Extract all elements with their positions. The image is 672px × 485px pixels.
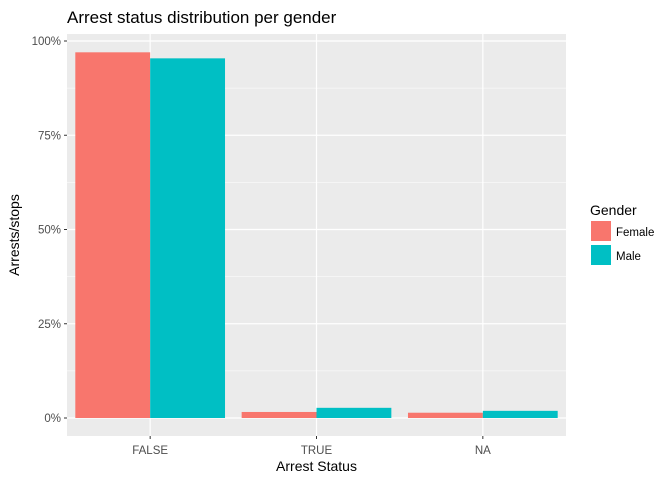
y-tick-label: 0% <box>44 413 61 425</box>
bar-male-true <box>316 407 392 418</box>
chart-title: Arrest status distribution per gender <box>67 8 337 27</box>
y-tick-label: 25% <box>38 319 61 331</box>
x-axis: FALSE TRUE NA <box>132 436 491 457</box>
bar-female-na <box>407 412 483 418</box>
legend-label-female: Female <box>616 227 654 239</box>
y-axis-title: Arrests/stops <box>6 194 22 276</box>
legend-label-male: Male <box>616 251 641 263</box>
y-tick-label: 50% <box>38 225 61 237</box>
bar-male-na <box>482 410 558 418</box>
legend-title: Gender <box>590 202 637 218</box>
legend: Gender Female Male <box>590 202 654 265</box>
legend-key-female <box>591 221 611 241</box>
legend-key-male <box>591 245 611 265</box>
x-tick-label: NA <box>475 445 491 457</box>
y-axis: 0% 25% 50% 75% 100% <box>32 36 67 425</box>
y-tick-label: 100% <box>32 36 61 48</box>
x-tick-label: TRUE <box>301 445 333 457</box>
x-tick-label: FALSE <box>132 445 168 457</box>
bar-female-false <box>75 52 151 419</box>
y-tick-label: 75% <box>38 130 61 142</box>
x-axis-title: Arrest Status <box>276 458 357 474</box>
bars-group <box>75 52 558 419</box>
bar-female-true <box>241 411 317 418</box>
bar-male-false <box>150 58 226 418</box>
